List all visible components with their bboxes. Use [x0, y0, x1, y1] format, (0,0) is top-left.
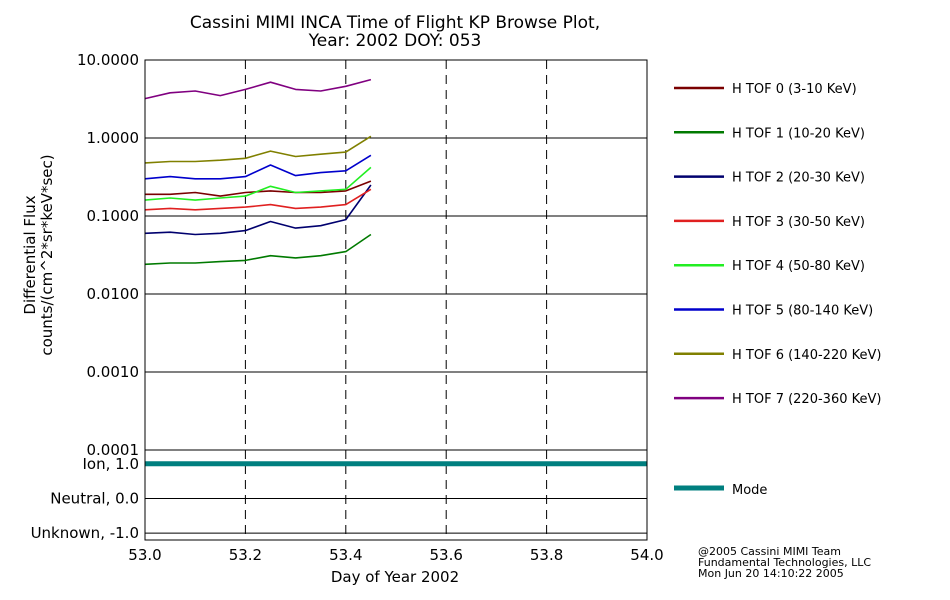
- vertical-dashed-lines: [244, 60, 548, 540]
- series-line-h-tof-2: [144, 184, 372, 236]
- flux-panel-grid: [145, 59, 647, 451]
- flux-y-tick-label: 0.1000: [87, 207, 140, 225]
- mode-y-tick-label: Unknown, -1.0: [31, 524, 139, 542]
- legend-label-h-tof-4: H TOF 4 (50-80 KeV): [732, 259, 865, 274]
- series-line-h-tof-4: [144, 166, 372, 201]
- x-tick-label: 54.0: [630, 546, 663, 564]
- flux-panel-frame: [144, 59, 648, 451]
- y-axis-label-line2: counts/(cm^2*sr*keV*sec): [38, 154, 56, 355]
- x-tick-label: 53.4: [329, 546, 362, 564]
- credit-line2: Fundamental Technologies, LLC: [698, 556, 871, 569]
- flux-y-tick-label: 1.0000: [87, 129, 140, 147]
- x-tick-label: 53.0: [128, 546, 161, 564]
- legend-label-h-tof-5: H TOF 5 (80-140 KeV): [732, 304, 873, 319]
- flux-series-lines: [144, 78, 372, 266]
- legend-label-h-tof-7: H TOF 7 (220-360 KeV): [732, 392, 881, 407]
- chart-title-line1: Cassini MIMI INCA Time of Flight KP Brow…: [190, 13, 600, 33]
- series-line-h-tof-3: [144, 188, 372, 211]
- series-line-h-tof-7: [144, 78, 372, 100]
- y-axis-label-line1: Differential Flux: [21, 195, 39, 314]
- credit-line1: @2005 Cassini MIMI Team: [698, 545, 841, 558]
- series-line-h-tof-0: [145, 180, 372, 197]
- x-tick-label: 53.8: [530, 546, 563, 564]
- series-line-h-tof-1: [144, 233, 372, 266]
- legend: H TOF 0 (3-10 KeV) H TOF 1 (10-20 KeV) H T…: [674, 82, 881, 498]
- mode-panel-frame: [144, 449, 648, 541]
- mode-panel-grid: [145, 463, 647, 534]
- x-tick-labels: 53.0 53.2 53.4 53.6 53.8 54.0: [128, 546, 663, 564]
- legend-label-h-tof-3: H TOF 3 (30-50 KeV): [732, 215, 865, 230]
- flux-y-tick-label: 0.0100: [87, 285, 140, 303]
- chart-title-line2: Year: 2002 DOY: 053: [308, 31, 482, 51]
- flux-y-tick-label: 0.0001: [87, 441, 140, 459]
- series-line-h-tof-5: [144, 154, 372, 180]
- legend-label-mode: Mode: [732, 483, 767, 498]
- flux-y-tick-labels: 10.0000 1.0000 0.1000 0.0100 0.0010 0.0001: [77, 51, 139, 459]
- x-tick-label: 53.2: [229, 546, 262, 564]
- x-axis-label: Day of Year 2002: [331, 568, 459, 586]
- x-tick-label: 53.6: [429, 546, 462, 564]
- legend-label-h-tof-1: H TOF 1 (10-20 KeV): [732, 126, 865, 141]
- legend-label-h-tof-0: H TOF 0 (3-10 KeV): [732, 82, 857, 97]
- flux-y-tick-label: 10.0000: [77, 51, 139, 69]
- series-line-h-tof-6: [144, 135, 372, 164]
- legend-label-h-tof-2: H TOF 2 (20-30 KeV): [732, 171, 865, 186]
- mode-y-tick-labels: Ion, 1.0 Neutral, 0.0 Unknown, -1.0: [31, 455, 139, 542]
- mode-y-tick-label: Ion, 1.0: [83, 455, 140, 473]
- legend-label-h-tof-6: H TOF 6 (140-220 KeV): [732, 348, 881, 363]
- credit-line3: Mon Jun 20 14:10:22 2005: [698, 567, 844, 580]
- flux-y-tick-label: 0.0010: [87, 363, 140, 381]
- mode-y-tick-label: Neutral, 0.0: [50, 489, 139, 507]
